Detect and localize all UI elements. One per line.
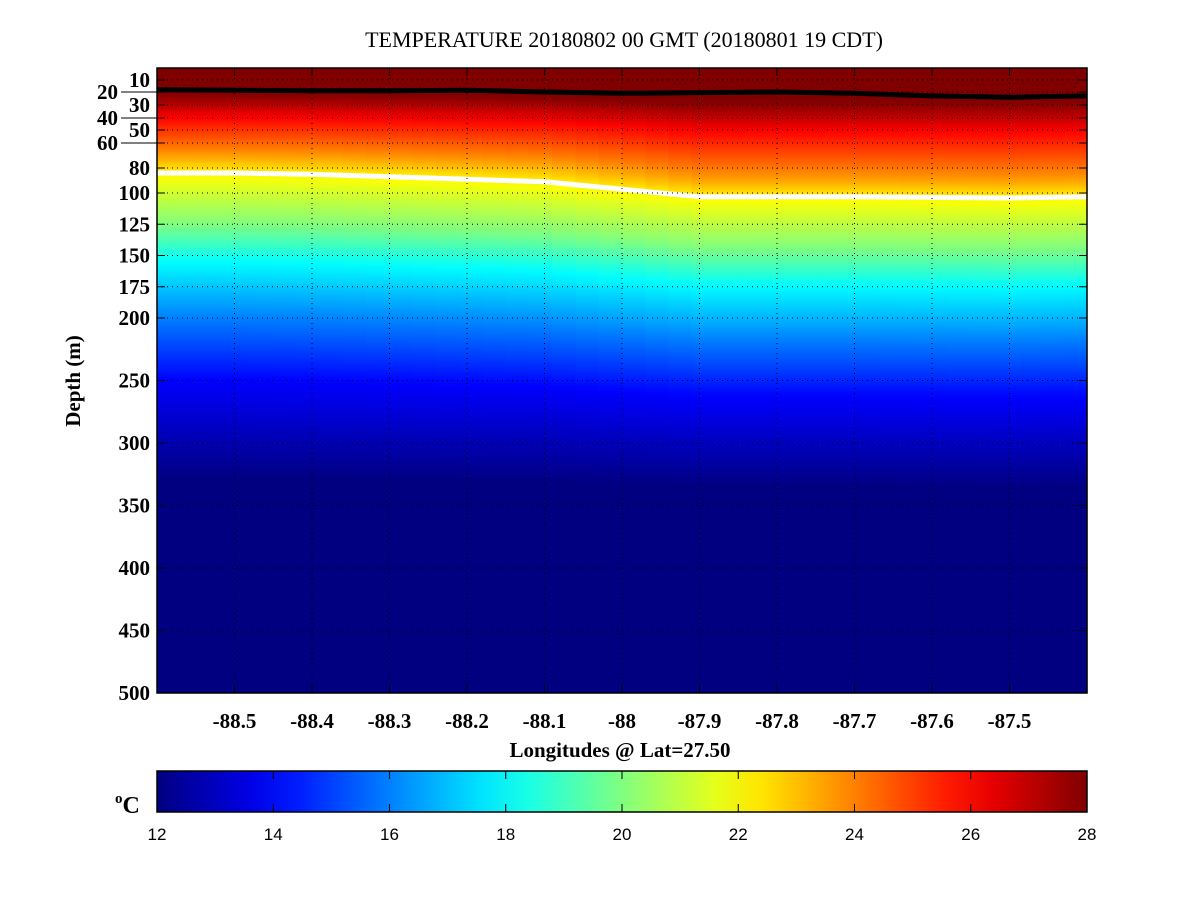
- field-column: [366, 68, 391, 693]
- grid-lines: [157, 68, 1087, 694]
- field-column: [831, 68, 856, 693]
- y-tick-label: 50: [129, 118, 150, 142]
- field-column: [389, 68, 414, 693]
- x-tick-label: -88.1: [523, 709, 567, 733]
- field-column: [250, 68, 274, 693]
- x-tick-label: -87.9: [678, 709, 722, 733]
- x-axis-label: Longitudes @ Lat=27.50: [509, 738, 730, 762]
- y-tick-label: 500: [119, 681, 151, 705]
- x-tick-label: -88.2: [445, 709, 489, 733]
- x-tick-label: -87.5: [988, 709, 1032, 733]
- field-column: [994, 68, 1018, 693]
- y-axis-label: Depth (m): [61, 335, 85, 427]
- field-column: [343, 68, 367, 693]
- y-tick-label: 60: [97, 131, 118, 155]
- colorbar-label: oC: [115, 791, 140, 819]
- y-tick-label: 300: [119, 431, 151, 455]
- y-tick-label: 100: [119, 181, 151, 205]
- y-tick-label: 30: [129, 93, 150, 117]
- field-column: [668, 68, 693, 693]
- colorbar-tick-label: 28: [1078, 825, 1097, 844]
- y-tick-label: 200: [119, 306, 151, 330]
- field-column: [715, 68, 739, 693]
- x-tick-label: -88: [608, 709, 636, 733]
- field-column: [947, 68, 972, 693]
- field-column: [319, 68, 344, 693]
- colorbar-tick-label: 20: [613, 825, 632, 844]
- colorbar-tick-label: 12: [148, 825, 167, 844]
- field-column: [1017, 68, 1042, 693]
- isotherm-line: [157, 170, 1088, 201]
- x-tick-label: -87.6: [910, 709, 954, 733]
- x-tick-label: -88.3: [368, 709, 412, 733]
- y-tick-label: 40: [97, 106, 118, 130]
- y-tick-label: 150: [119, 244, 151, 268]
- y-tick-label: 450: [119, 619, 151, 643]
- chart-title: TEMPERATURE 20180802 00 GMT (20180801 19…: [365, 27, 883, 52]
- y-tick-label: 125: [119, 212, 151, 236]
- y-tick-label: 20: [97, 80, 118, 104]
- field-column: [784, 68, 809, 693]
- x-tick-label: -88.5: [213, 709, 257, 733]
- field-column: [598, 68, 623, 693]
- field-column: [738, 68, 763, 693]
- x-axis: -88.5 -88.4 -88.3 -88.2 -88.1 -88 -87.9 -87.8 -8…: [213, 68, 1032, 733]
- colorbar-tick-label: 18: [496, 825, 515, 844]
- field-column: [808, 68, 832, 693]
- colorbar-tick-label: 26: [961, 825, 980, 844]
- colorbar-ticks: 12 14 16 18 20 22 24 26 28: [148, 771, 1097, 844]
- y-tick-label: 350: [119, 494, 151, 518]
- field-column: [273, 68, 298, 693]
- x-tick-label: -87.8: [755, 709, 799, 733]
- field-column: [296, 68, 321, 693]
- field-column: [203, 68, 228, 693]
- field-column: [854, 68, 879, 693]
- colorbar-tick-label: 22: [729, 825, 748, 844]
- field-column: [761, 68, 786, 693]
- y-tick-label: 400: [119, 556, 151, 580]
- y-tick-label: 250: [119, 369, 151, 393]
- x-tick-label: -87.7: [833, 709, 877, 733]
- field-column: [552, 68, 577, 693]
- colorbar-tick-label: 14: [264, 825, 283, 844]
- field-column: [877, 68, 902, 693]
- x-tick-label: -88.4: [290, 709, 334, 733]
- field-column: [529, 68, 553, 693]
- y-tick-label: 10: [129, 68, 150, 92]
- y-tick-label: 175: [119, 275, 151, 299]
- colorbar-tick-label: 16: [380, 825, 399, 844]
- colorbar-tick-label: 24: [845, 825, 864, 844]
- field-column: [482, 68, 507, 693]
- y-tick-label: 80: [129, 156, 150, 180]
- field-column: [412, 68, 437, 693]
